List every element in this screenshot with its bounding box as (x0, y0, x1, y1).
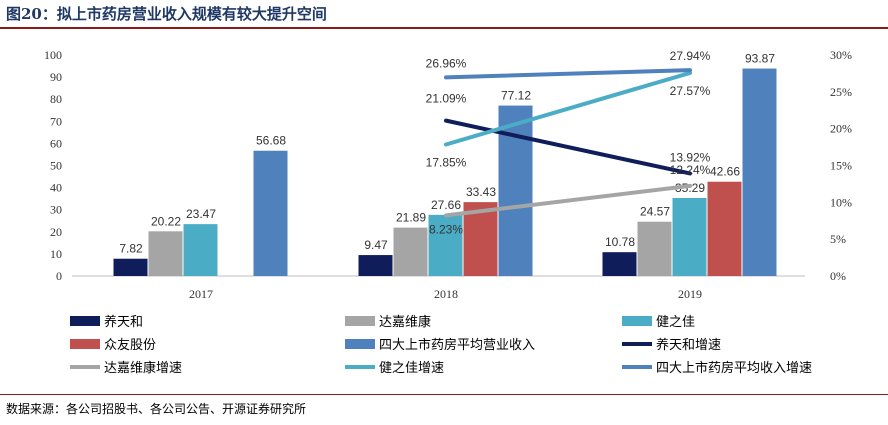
bar-label-4-0: 56.68 (256, 134, 286, 148)
bar-label-2-1: 27.66 (431, 198, 461, 212)
legend-swatch-2 (622, 316, 652, 326)
bar-0-0 (113, 258, 148, 276)
bar-label-2-0: 23.47 (186, 207, 216, 221)
bar-label-2-2: 35.29 (675, 181, 705, 195)
legend-label-8: 四大上市药房平均收入增速 (656, 360, 812, 376)
bar-1-0 (148, 231, 183, 276)
legend-label-2: 健之佳 (656, 315, 695, 330)
bar-3-2 (707, 181, 742, 276)
y2-tick-label-2: 10% (830, 195, 852, 209)
bar-0-2 (602, 252, 637, 276)
legend-label-5: 养天和增速 (656, 337, 721, 353)
bar-1-1 (393, 227, 428, 276)
bar-0-1 (358, 255, 393, 276)
y-tick-label-6: 60 (50, 136, 62, 150)
bar-label-4-1: 77.12 (501, 89, 531, 103)
figure-title: 图20：拟上市药房营业收入规模有较大提升空间 (6, 5, 327, 23)
y2-tick-label-6: 30% (830, 48, 852, 62)
legend-swatch-4 (345, 339, 375, 349)
x-tick-label-2: 2019 (678, 287, 702, 301)
growth-label-2-0: 17.85% (426, 156, 467, 170)
legend-label-6: 达嘉维康增速 (104, 360, 182, 376)
growth-label-1-1: 12.24% (670, 163, 711, 177)
legend-swatch-1 (345, 316, 375, 326)
bar-4-2 (742, 68, 777, 276)
bar-label-3-1: 33.43 (466, 185, 496, 199)
y-tick-label-9: 90 (50, 70, 62, 84)
y-tick-label-1: 10 (50, 247, 62, 261)
bar-1-2 (637, 221, 672, 276)
y-tick-label-2: 20 (50, 225, 62, 239)
bar-4-0 (253, 150, 288, 276)
y-tick-label-5: 50 (50, 159, 62, 173)
x-tick-label-1: 2018 (434, 287, 458, 301)
bar-label-1-0: 20.22 (151, 214, 181, 228)
bar-label-1-2: 24.57 (640, 205, 670, 219)
y2-tick-label-4: 20% (830, 122, 852, 136)
growth-line-0 (444, 118, 692, 176)
legend-label-1: 达嘉维康 (379, 314, 431, 330)
legend-swatch-3 (70, 339, 100, 349)
bar-label-0-2: 10.78 (605, 235, 635, 249)
legend-swatch-0 (70, 316, 100, 326)
y-tick-label-4: 40 (50, 181, 62, 195)
legend-label-3: 众友股份 (104, 337, 156, 353)
figure-header: 图20：拟上市药房营业收入规模有较大提升空间 (0, 0, 888, 26)
growth-line-2 (444, 70, 692, 147)
y2-tick-label-0: 0% (830, 269, 846, 283)
bar-label-3-2: 42.66 (710, 165, 740, 179)
title-divider (0, 27, 888, 29)
y-tick-label-7: 70 (50, 114, 62, 128)
bar-label-1-1: 21.89 (396, 211, 426, 225)
bar-2-0 (183, 224, 218, 276)
chart: 0 10 20 30 40 50 60 70 80 90 100 0% 5% 10% 15% 20% 25% 30… (44, 48, 852, 376)
y-tick-label-3: 30 (50, 203, 62, 217)
source-note: 数据来源：各公司招股书、各公司公告、开源证券研究所 (6, 402, 307, 416)
y2-tick-label-1: 5% (830, 232, 846, 246)
growth-label-3-0: 26.96% (426, 56, 467, 70)
bar-label-0-1: 9.47 (364, 238, 388, 252)
legend-label-4: 四大上市药房平均营业收入 (379, 337, 535, 353)
y-tick-label-10: 100 (44, 48, 62, 62)
growth-label-1-0: 8.23% (429, 222, 463, 236)
growth-line-3 (444, 68, 692, 80)
growth-label-0-0: 21.09% (426, 92, 467, 106)
legend-label-0: 养天和 (104, 314, 143, 330)
y-tick-label-8: 80 (50, 92, 62, 106)
growth-label-0-1: 13.92% (670, 150, 711, 164)
x-tick-label-0: 2017 (189, 287, 213, 301)
y2-tick-label-5: 25% (830, 85, 852, 99)
legend-label-7: 健之佳增速 (379, 361, 444, 376)
growth-line-1 (444, 183, 692, 218)
bar-label-4-2: 93.87 (745, 52, 775, 66)
growth-label-2-1: 27.57% (670, 84, 711, 98)
bar-2-1 (428, 214, 463, 276)
y2-tick-label-3: 15% (830, 159, 852, 173)
bar-2-2 (672, 198, 707, 276)
bar-label-0-0: 7.82 (119, 242, 143, 256)
source-divider (0, 394, 888, 395)
y-tick-label-0: 0 (56, 269, 62, 283)
growth-label-3-1: 27.94% (670, 49, 711, 63)
